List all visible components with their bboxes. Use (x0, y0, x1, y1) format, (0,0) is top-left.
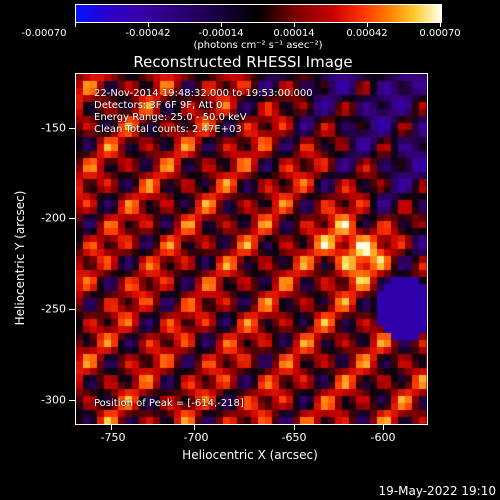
plot-title: Reconstructed RHESSI Image (133, 53, 353, 71)
colorbar-tick-label: -0.00070 (21, 28, 67, 39)
x-tick-label: -650 (281, 431, 307, 444)
colorbar-tick-label: 0.00070 (419, 28, 461, 39)
y-axis-title: Heliocentric Y (arcsec) (13, 190, 27, 326)
x-tick-label: -600 (370, 431, 396, 444)
info-detectors: Detectors: 3F 6F 9F, Att 0 (94, 100, 223, 111)
info-peak: Position of Peak = [-614,-218] (94, 398, 244, 409)
colorbar-tick-label: -0.00014 (198, 28, 244, 39)
timestamp: 19-May-2022 19:10 (378, 484, 496, 498)
info-energy: Energy Range: 25.0 - 50.0 keV (94, 112, 247, 123)
image-plot[interactable]: 22-Nov-2014 19:48:32.000 to 19:53:00.000… (75, 73, 428, 425)
heatmap-image (76, 74, 427, 424)
colorbar-tick-label: 0.00014 (273, 28, 315, 39)
y-tick-label: -150 (41, 121, 66, 135)
info-time: 22-Nov-2014 19:48:32.000 to 19:53:00.000 (94, 88, 313, 99)
colorbar-units: (photons cm⁻² s⁻¹ asec⁻²) (193, 40, 323, 51)
x-tick-label: -750 (100, 431, 126, 444)
colorbar-tick-label: -0.00042 (125, 28, 171, 39)
y-tick-label: -250 (41, 302, 66, 316)
x-tick-label: -700 (183, 431, 209, 444)
x-axis-title: Heliocentric X (arcsec) (182, 448, 318, 462)
info-clean: Clean Total counts: 2.47E+03 (94, 124, 242, 135)
y-tick-label: -300 (41, 393, 66, 407)
colorbar-tick-label: 0.00042 (346, 28, 388, 39)
y-tick-label: -200 (41, 211, 66, 225)
colorbar (75, 4, 442, 23)
